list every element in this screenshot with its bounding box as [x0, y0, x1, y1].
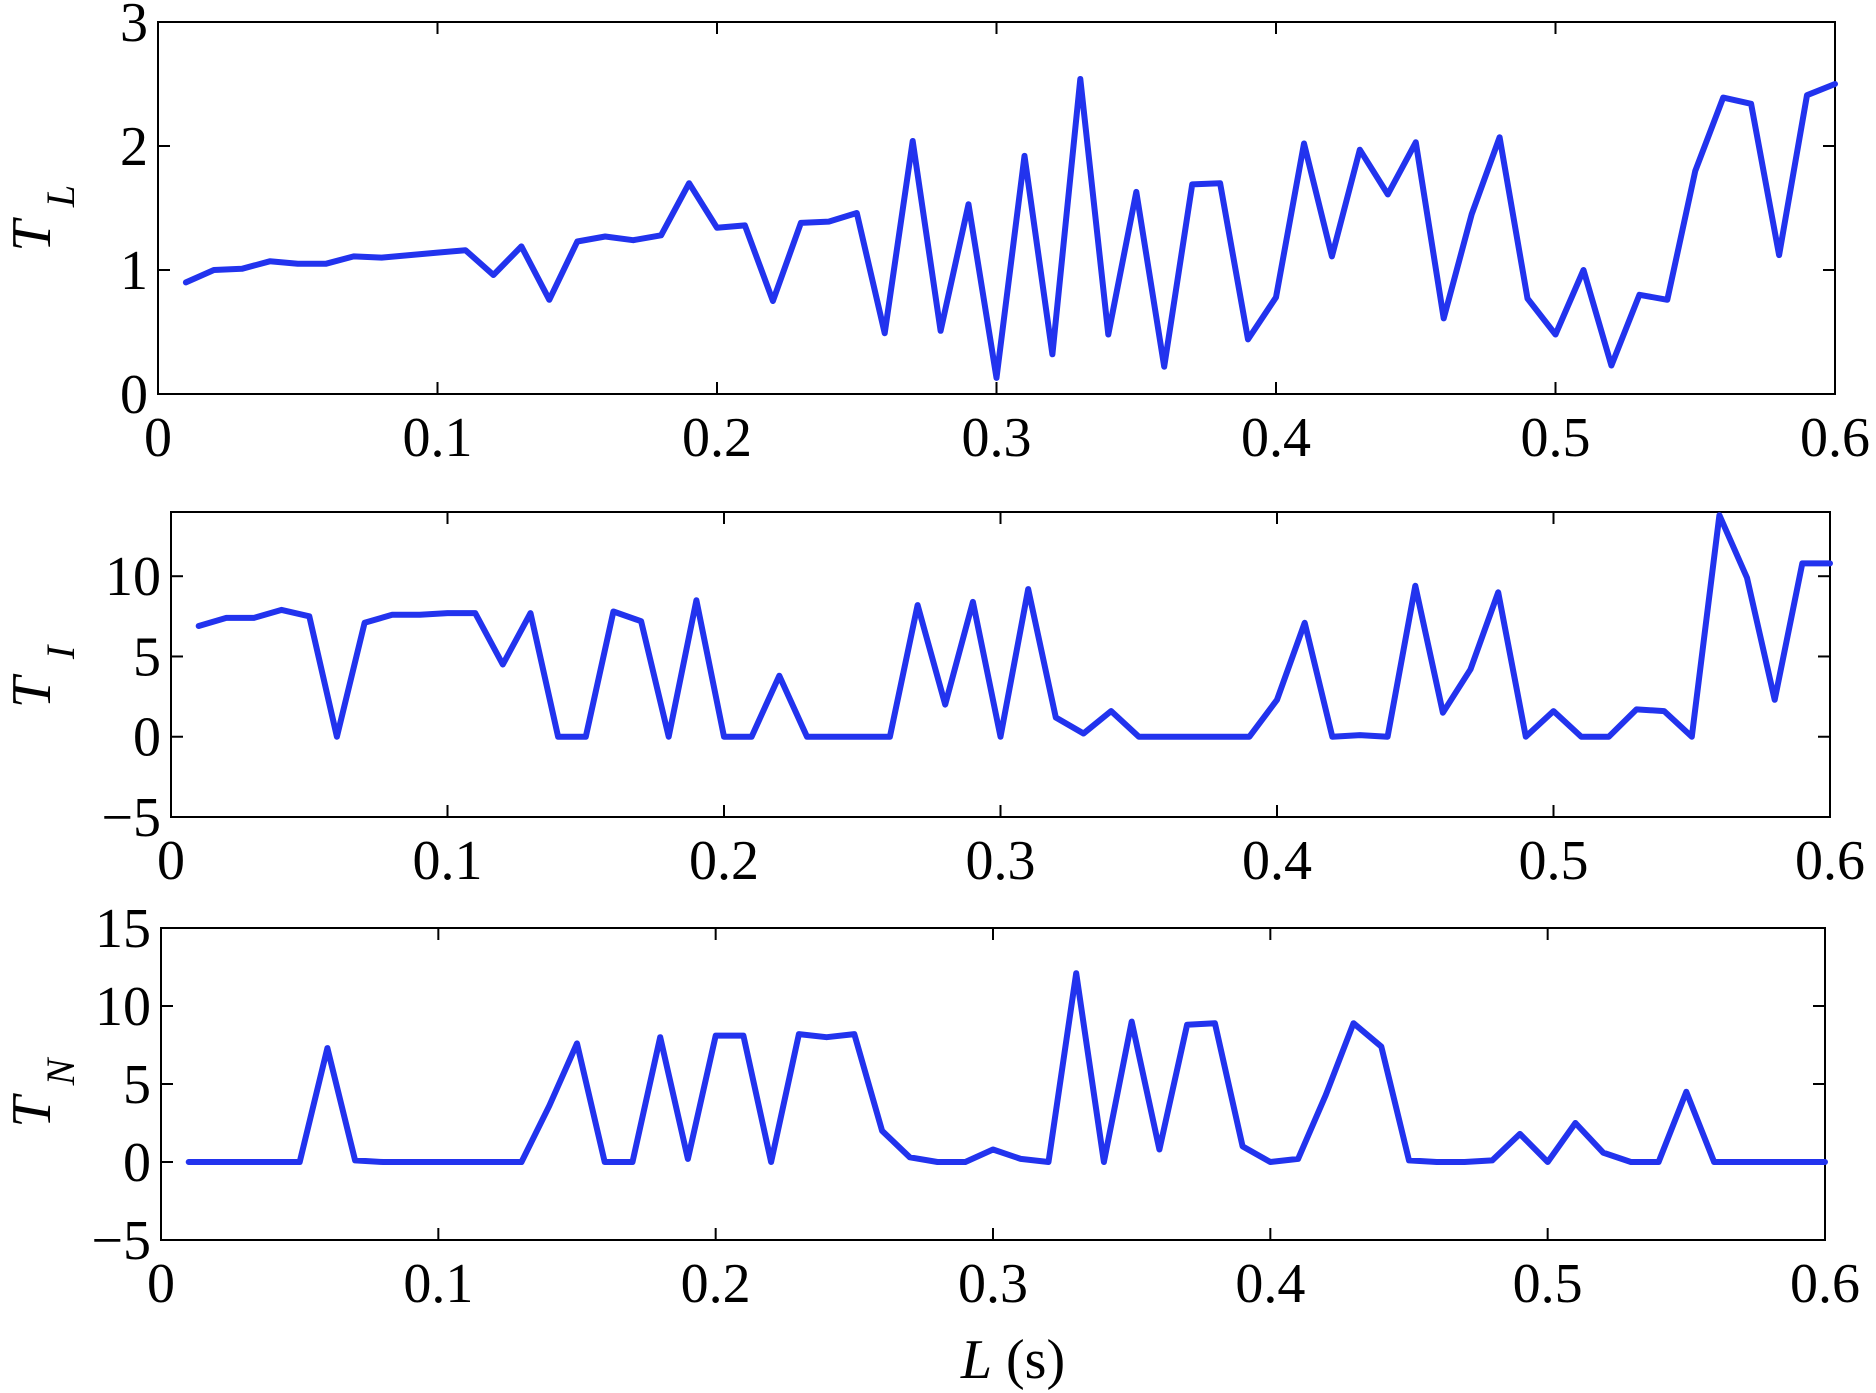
x-tick-label: 0.6: [1795, 830, 1865, 892]
x-axis-label: L (s): [960, 1329, 1065, 1391]
x-tick-label: 0.4: [1242, 830, 1312, 892]
x-tick-label: 0.3: [962, 407, 1032, 469]
x-tick-label: 0.2: [681, 1253, 751, 1315]
y-tick-label: 10: [105, 546, 161, 608]
y-axis-label: TN: [1, 1056, 83, 1127]
y-tick-label: 5: [133, 626, 161, 688]
x-tick-label: 0: [144, 407, 172, 469]
x-tick-label: 0.5: [1521, 407, 1591, 469]
y-axis-label-main: T: [1, 673, 63, 708]
plot-frame: [160, 927, 1826, 1241]
y-axis-label-main: T: [1, 217, 63, 252]
y-axis-label-subscript: I: [38, 644, 83, 660]
x-tick-label: 0.3: [966, 830, 1036, 892]
x-tick-label: 0: [157, 830, 185, 892]
x-tick-label: 0.6: [1800, 407, 1870, 469]
x-tick-label: 0.5: [1519, 830, 1589, 892]
x-tick-label: 0.5: [1513, 1253, 1583, 1315]
x-axis-label-unit: (s): [1006, 1329, 1065, 1391]
x-axis-label-space: [992, 1329, 1006, 1391]
y-tick-label: 0: [133, 707, 161, 769]
x-tick-label: 0.4: [1235, 1253, 1305, 1315]
x-tick-label: 0: [147, 1253, 175, 1315]
x-tick-label: 0.1: [403, 407, 473, 469]
y-axis-label: TL: [1, 185, 83, 252]
x-tick-label: 0.1: [413, 830, 483, 892]
y-tick-label: 2: [120, 116, 148, 178]
y-tick-label: 0: [120, 364, 148, 426]
x-tick-label: 0.2: [689, 830, 759, 892]
y-tick-label: −5: [101, 787, 161, 849]
y-tick-label: 3: [120, 0, 148, 54]
plot-frame: [157, 21, 1836, 395]
y-tick-label: 5: [123, 1054, 151, 1116]
series-line: [182, 76, 1838, 381]
y-axis-label: TI: [1, 644, 83, 708]
x-tick-label: 0.6: [1790, 1253, 1860, 1315]
y-tick-label: 15: [95, 898, 151, 960]
y-axis-label-main: T: [1, 1093, 63, 1128]
x-tick-label: 0.1: [403, 1253, 473, 1315]
panel-1: 0 0.1 0.2 0.3 0.4 0.5 0.6 0 1 2 3 TL: [1, 0, 1870, 469]
y-tick-label: 0: [123, 1132, 151, 1194]
y-axis-label-subscript: N: [38, 1056, 83, 1086]
y-tick-label: 10: [95, 976, 151, 1038]
series-line: [195, 512, 1833, 740]
x-tick-label: 0.4: [1241, 407, 1311, 469]
y-tick-label: −5: [91, 1210, 151, 1272]
x-axis-label-main: L: [960, 1329, 992, 1391]
series-line: [185, 970, 1828, 1165]
plot-frame: [170, 511, 1831, 818]
y-tick-label: 1: [120, 240, 148, 302]
x-tick-label: 0.2: [682, 407, 752, 469]
x-tick-label: 0.3: [958, 1253, 1028, 1315]
y-axis-label-subscript: L: [38, 185, 83, 208]
